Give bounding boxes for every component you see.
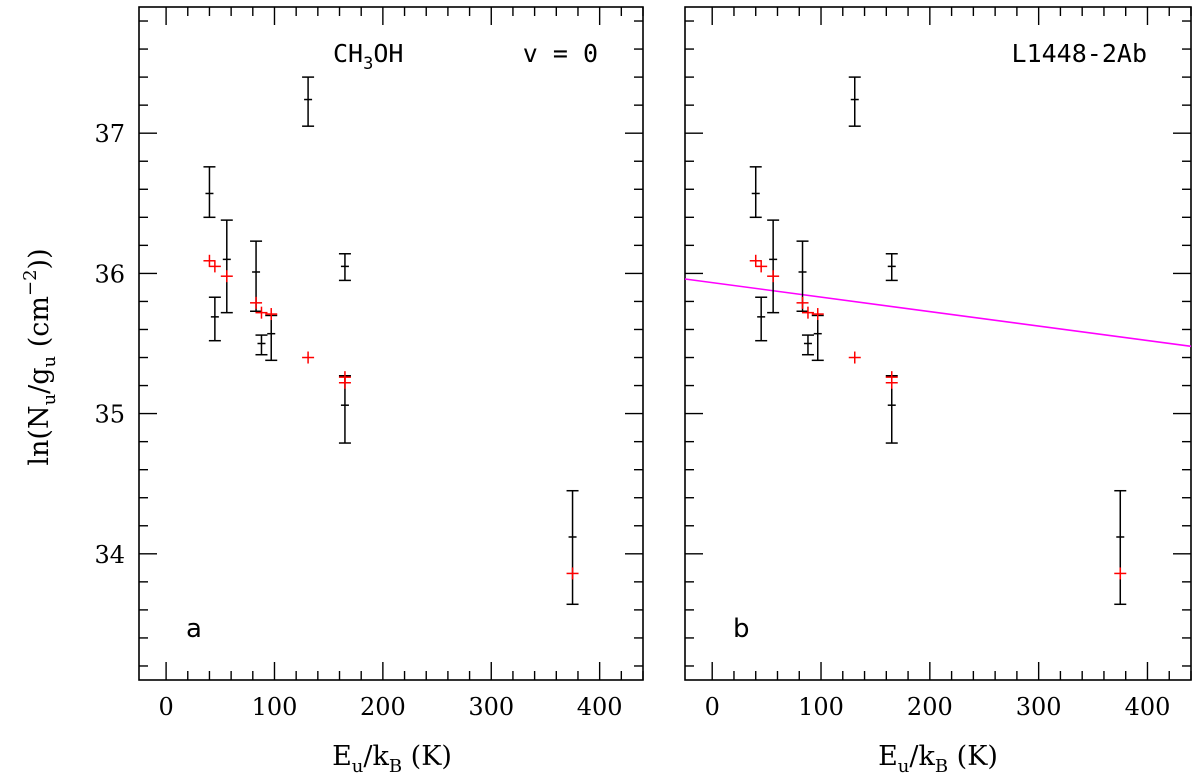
x-axis-label-b: Eu/kB (K) <box>878 741 998 777</box>
model-point-a-9 <box>566 567 579 580</box>
model-point-b-1 <box>755 260 768 273</box>
model-point-b-0 <box>749 254 762 267</box>
plot-frame-b <box>684 6 1192 681</box>
model-point-a-0 <box>203 254 216 267</box>
svg-text:Eu/kB (K): Eu/kB (K) <box>878 741 998 777</box>
model-point-b-5 <box>811 308 824 321</box>
model-point-a-2 <box>220 270 233 283</box>
observed-point-a-0 <box>203 166 216 219</box>
x-tick-label-b-200: 200 <box>907 693 953 721</box>
y-tick-label-37: 37 <box>94 120 125 148</box>
x-tick-label-a-200: 200 <box>360 693 406 721</box>
observed-point-b-4 <box>801 334 814 356</box>
observed-point-b-9 <box>1114 489 1127 606</box>
model-point-a-6 <box>302 351 315 364</box>
observed-point-a-6 <box>302 76 315 127</box>
model-point-b-9 <box>1114 567 1127 580</box>
observed-point-b-6 <box>848 76 861 127</box>
x-tick-label-b-100: 100 <box>798 693 844 721</box>
tick-marks-b <box>685 7 1192 680</box>
y-tick-label-36: 36 <box>94 260 125 288</box>
x-tick-label-b-0: 0 <box>705 693 720 721</box>
fit-line-group <box>684 278 1192 348</box>
tick-labels-b: 0 100 200 300 400 <box>705 693 1171 721</box>
y-axis-label: ln(Nu/gu (cm−2)) <box>20 248 60 465</box>
panel-letter-a: a <box>186 614 202 644</box>
model-point-a-5 <box>265 308 278 321</box>
molecule-label: CH3OH <box>333 39 403 74</box>
x-tick-label-b-300: 300 <box>1016 693 1062 721</box>
source-label: L1448-2Ab <box>1012 39 1147 68</box>
observed-point-a-7 <box>338 253 351 282</box>
x-tick-label-a-0: 0 <box>158 693 173 721</box>
panel-a: 0 100 200 300 400 34 35 36 37 CH3OH v = 0 a Eu/k… <box>94 6 644 777</box>
panel-b: 0 100 200 300 400 L1448-2Ab b Eu/kB (K) <box>684 6 1192 777</box>
observed-point-b-1 <box>755 296 768 342</box>
panel-letter-b: b <box>733 614 750 644</box>
plot-frame-a <box>138 6 644 681</box>
svg-text:Eu/kB (K): Eu/kB (K) <box>332 741 452 777</box>
x-axis-label-a: Eu/kB (K) <box>332 741 452 777</box>
error-bars-b <box>749 76 1127 606</box>
model-point-a-1 <box>208 260 221 273</box>
model-points-a <box>203 254 579 580</box>
model-point-b-8 <box>885 376 898 389</box>
model-points-b <box>749 254 1127 580</box>
model-point-b-2 <box>767 270 780 283</box>
observed-point-a-5 <box>265 314 278 362</box>
state-label: v = 0 <box>523 39 598 68</box>
model-point-a-3 <box>250 296 263 309</box>
error-bars-a <box>203 76 579 606</box>
observed-point-a-1 <box>208 296 221 342</box>
y-tick-label-34: 34 <box>94 541 125 569</box>
observed-point-a-9 <box>566 489 579 606</box>
model-point-a-4 <box>255 306 268 319</box>
observed-point-a-4 <box>255 334 268 356</box>
x-tick-label-a-300: 300 <box>468 693 514 721</box>
tick-labels-a: 0 100 200 300 400 34 35 36 37 <box>94 120 622 721</box>
observed-point-b-5 <box>811 314 824 362</box>
observed-point-b-2 <box>767 219 780 314</box>
y-tick-label-35: 35 <box>94 401 125 429</box>
svg-text:ln(Nu/gu (cm−2)): ln(Nu/gu (cm−2)) <box>20 248 60 465</box>
observed-point-b-7 <box>885 253 898 282</box>
model-point-b-3 <box>796 296 809 309</box>
tick-marks-a <box>139 7 644 680</box>
x-tick-label-a-400: 400 <box>577 693 623 721</box>
observed-point-b-0 <box>749 166 762 219</box>
fit-line <box>684 278 1192 348</box>
model-point-a-8 <box>338 376 351 389</box>
x-tick-label-a-100: 100 <box>252 693 298 721</box>
x-tick-label-b-400: 400 <box>1125 693 1171 721</box>
model-point-b-4 <box>801 306 814 319</box>
observed-point-a-2 <box>220 219 233 314</box>
model-point-b-6 <box>848 351 861 364</box>
